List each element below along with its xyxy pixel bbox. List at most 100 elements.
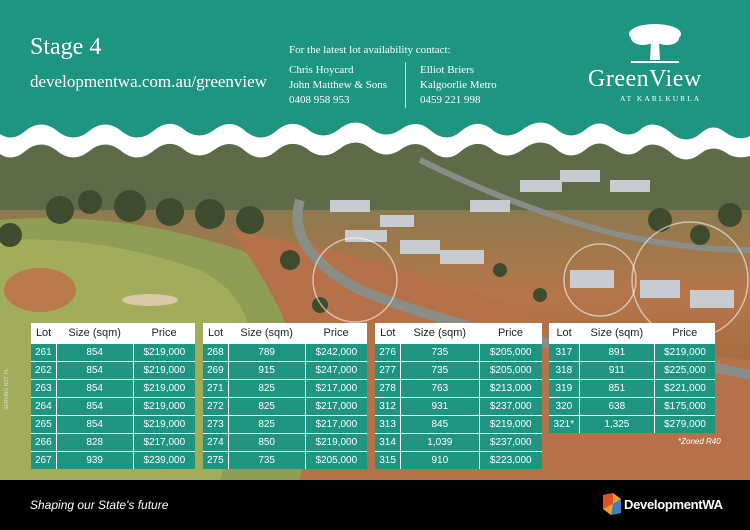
cell-size: 825 xyxy=(227,414,306,433)
cell-size: 939 xyxy=(55,450,134,469)
col-header-lot: Lot xyxy=(31,323,57,343)
cell-size: 854 xyxy=(55,378,134,397)
cell-price: $205,000 xyxy=(304,450,367,469)
table-row: 268 789 $242,000 xyxy=(203,342,367,361)
cell-lot: 315 xyxy=(375,450,401,469)
lot-table-3: Lot Size (sqm) Price 276 735 $205,000 277 73… xyxy=(375,323,542,469)
col-header-price: Price xyxy=(133,323,195,343)
cell-price: $239,000 xyxy=(132,450,195,469)
col-header-size: Size (sqm) xyxy=(579,323,655,343)
cell-lot: 312 xyxy=(375,396,401,415)
cell-lot: 317 xyxy=(549,342,580,361)
table-row: 315 910 $223,000 xyxy=(375,450,542,469)
lot-table-4: Lot Size (sqm) Price 317 891 $219,000 318 91… xyxy=(549,323,715,433)
cell-lot: 268 xyxy=(203,342,229,361)
cell-price: $219,000 xyxy=(653,342,715,361)
lot-table-2: Lot Size (sqm) Price 268 789 $242,000 269 91… xyxy=(203,323,367,469)
cell-lot: 272 xyxy=(203,396,229,415)
table-row: 261 854 $219,000 xyxy=(31,342,195,361)
cell-size: 854 xyxy=(55,414,134,433)
lot-table-1: Lot Size (sqm) Price 261 854 $219,000 262 85… xyxy=(31,323,195,469)
greenview-logo: GreenView xyxy=(588,66,702,92)
table-row: 278 763 $213,000 xyxy=(375,378,542,397)
cell-lot: 271 xyxy=(203,378,229,397)
table-row: 262 854 $219,000 xyxy=(31,360,195,379)
contact-elliot: Elliot Briers Kalgoorlie Metro 0459 221 … xyxy=(420,63,497,108)
table-row: 319 851 $221,000 xyxy=(549,378,715,397)
table-row: 317 891 $219,000 xyxy=(549,342,715,361)
cell-size: 735 xyxy=(227,450,306,469)
contact-phone: 0459 221 998 xyxy=(420,94,481,106)
cell-size: 851 xyxy=(578,378,655,397)
contact-name: Elliot Briers xyxy=(420,64,475,76)
cell-lot: 266 xyxy=(31,432,57,451)
cell-size: 850 xyxy=(227,432,306,451)
col-header-lot: Lot xyxy=(549,323,580,343)
col-header-price: Price xyxy=(479,323,542,343)
contact-name: Chris Hoycard xyxy=(289,64,354,76)
cell-lot: 319 xyxy=(549,378,580,397)
cell-lot: 264 xyxy=(31,396,57,415)
table-row: 320 638 $175,000 xyxy=(549,396,715,415)
cell-price: $213,000 xyxy=(478,378,542,397)
cell-size: 1,039 xyxy=(400,432,480,451)
table-row: 264 854 $219,000 xyxy=(31,396,195,415)
cell-size: 854 xyxy=(55,342,134,361)
cell-size: 789 xyxy=(227,342,306,361)
table-row: 313 845 $219,000 xyxy=(375,414,542,433)
cell-size: 854 xyxy=(55,396,134,415)
cell-price: $225,000 xyxy=(653,360,715,379)
table-row: 269 915 $247,000 xyxy=(203,360,367,379)
table-row: 312 931 $237,000 xyxy=(375,396,542,415)
cell-price: $219,000 xyxy=(478,414,542,433)
cell-price: $205,000 xyxy=(478,342,542,361)
table-row: 318 911 $225,000 xyxy=(549,360,715,379)
cell-lot: 263 xyxy=(31,378,57,397)
table-row: 263 854 $219,000 xyxy=(31,378,195,397)
cell-size: 891 xyxy=(578,342,655,361)
developmentwa-brand: DevelopmentWA xyxy=(624,497,723,512)
cell-size: 931 xyxy=(400,396,480,415)
cell-price: $221,000 xyxy=(653,378,715,397)
table-row: 266 828 $217,000 xyxy=(31,432,195,451)
cell-lot: 269 xyxy=(203,360,229,379)
table-row: 265 854 $219,000 xyxy=(31,414,195,433)
cell-price: $219,000 xyxy=(132,414,195,433)
cell-price: $242,000 xyxy=(304,342,367,361)
table-row: 272 825 $217,000 xyxy=(203,396,367,415)
cell-size: 915 xyxy=(227,360,306,379)
torn-paper-edge xyxy=(0,108,750,160)
col-header-price: Price xyxy=(305,323,367,343)
zoning-footnote: *Zoned R40 xyxy=(678,437,721,446)
stage-title: Stage 4 xyxy=(30,34,102,60)
cell-lot: 313 xyxy=(375,414,401,433)
col-header-lot: Lot xyxy=(203,323,229,343)
website-url: developmentwa.com.au/greenview xyxy=(30,72,267,91)
cell-size: 825 xyxy=(227,396,306,415)
cell-size: 911 xyxy=(578,360,655,379)
table-row: 273 825 $217,000 xyxy=(203,414,367,433)
cell-size: 854 xyxy=(55,360,134,379)
cell-price: $219,000 xyxy=(132,378,195,397)
cell-lot: 318 xyxy=(549,360,580,379)
footer-bar xyxy=(0,482,750,530)
cell-price: $205,000 xyxy=(478,360,542,379)
table-row: 267 939 $239,000 xyxy=(31,450,195,469)
col-header-price: Price xyxy=(654,323,715,343)
cell-lot: 274 xyxy=(203,432,229,451)
table-row: 314 1,039 $237,000 xyxy=(375,432,542,451)
cell-lot: 278 xyxy=(375,378,401,397)
col-header-size: Size (sqm) xyxy=(56,323,134,343)
cell-price: $217,000 xyxy=(132,432,195,451)
cell-lot: 262 xyxy=(31,360,57,379)
cell-price: $237,000 xyxy=(478,432,542,451)
cell-price: $219,000 xyxy=(132,360,195,379)
cell-lot: 261 xyxy=(31,342,57,361)
cell-lot: 321* xyxy=(549,414,580,433)
footer-tagline: Shaping our State's future xyxy=(30,498,169,512)
cell-price: $217,000 xyxy=(304,414,367,433)
table-row: 276 735 $205,000 xyxy=(375,342,542,361)
tree-logo-icon xyxy=(629,24,681,63)
cell-lot: 275 xyxy=(203,450,229,469)
cell-size: 845 xyxy=(400,414,480,433)
